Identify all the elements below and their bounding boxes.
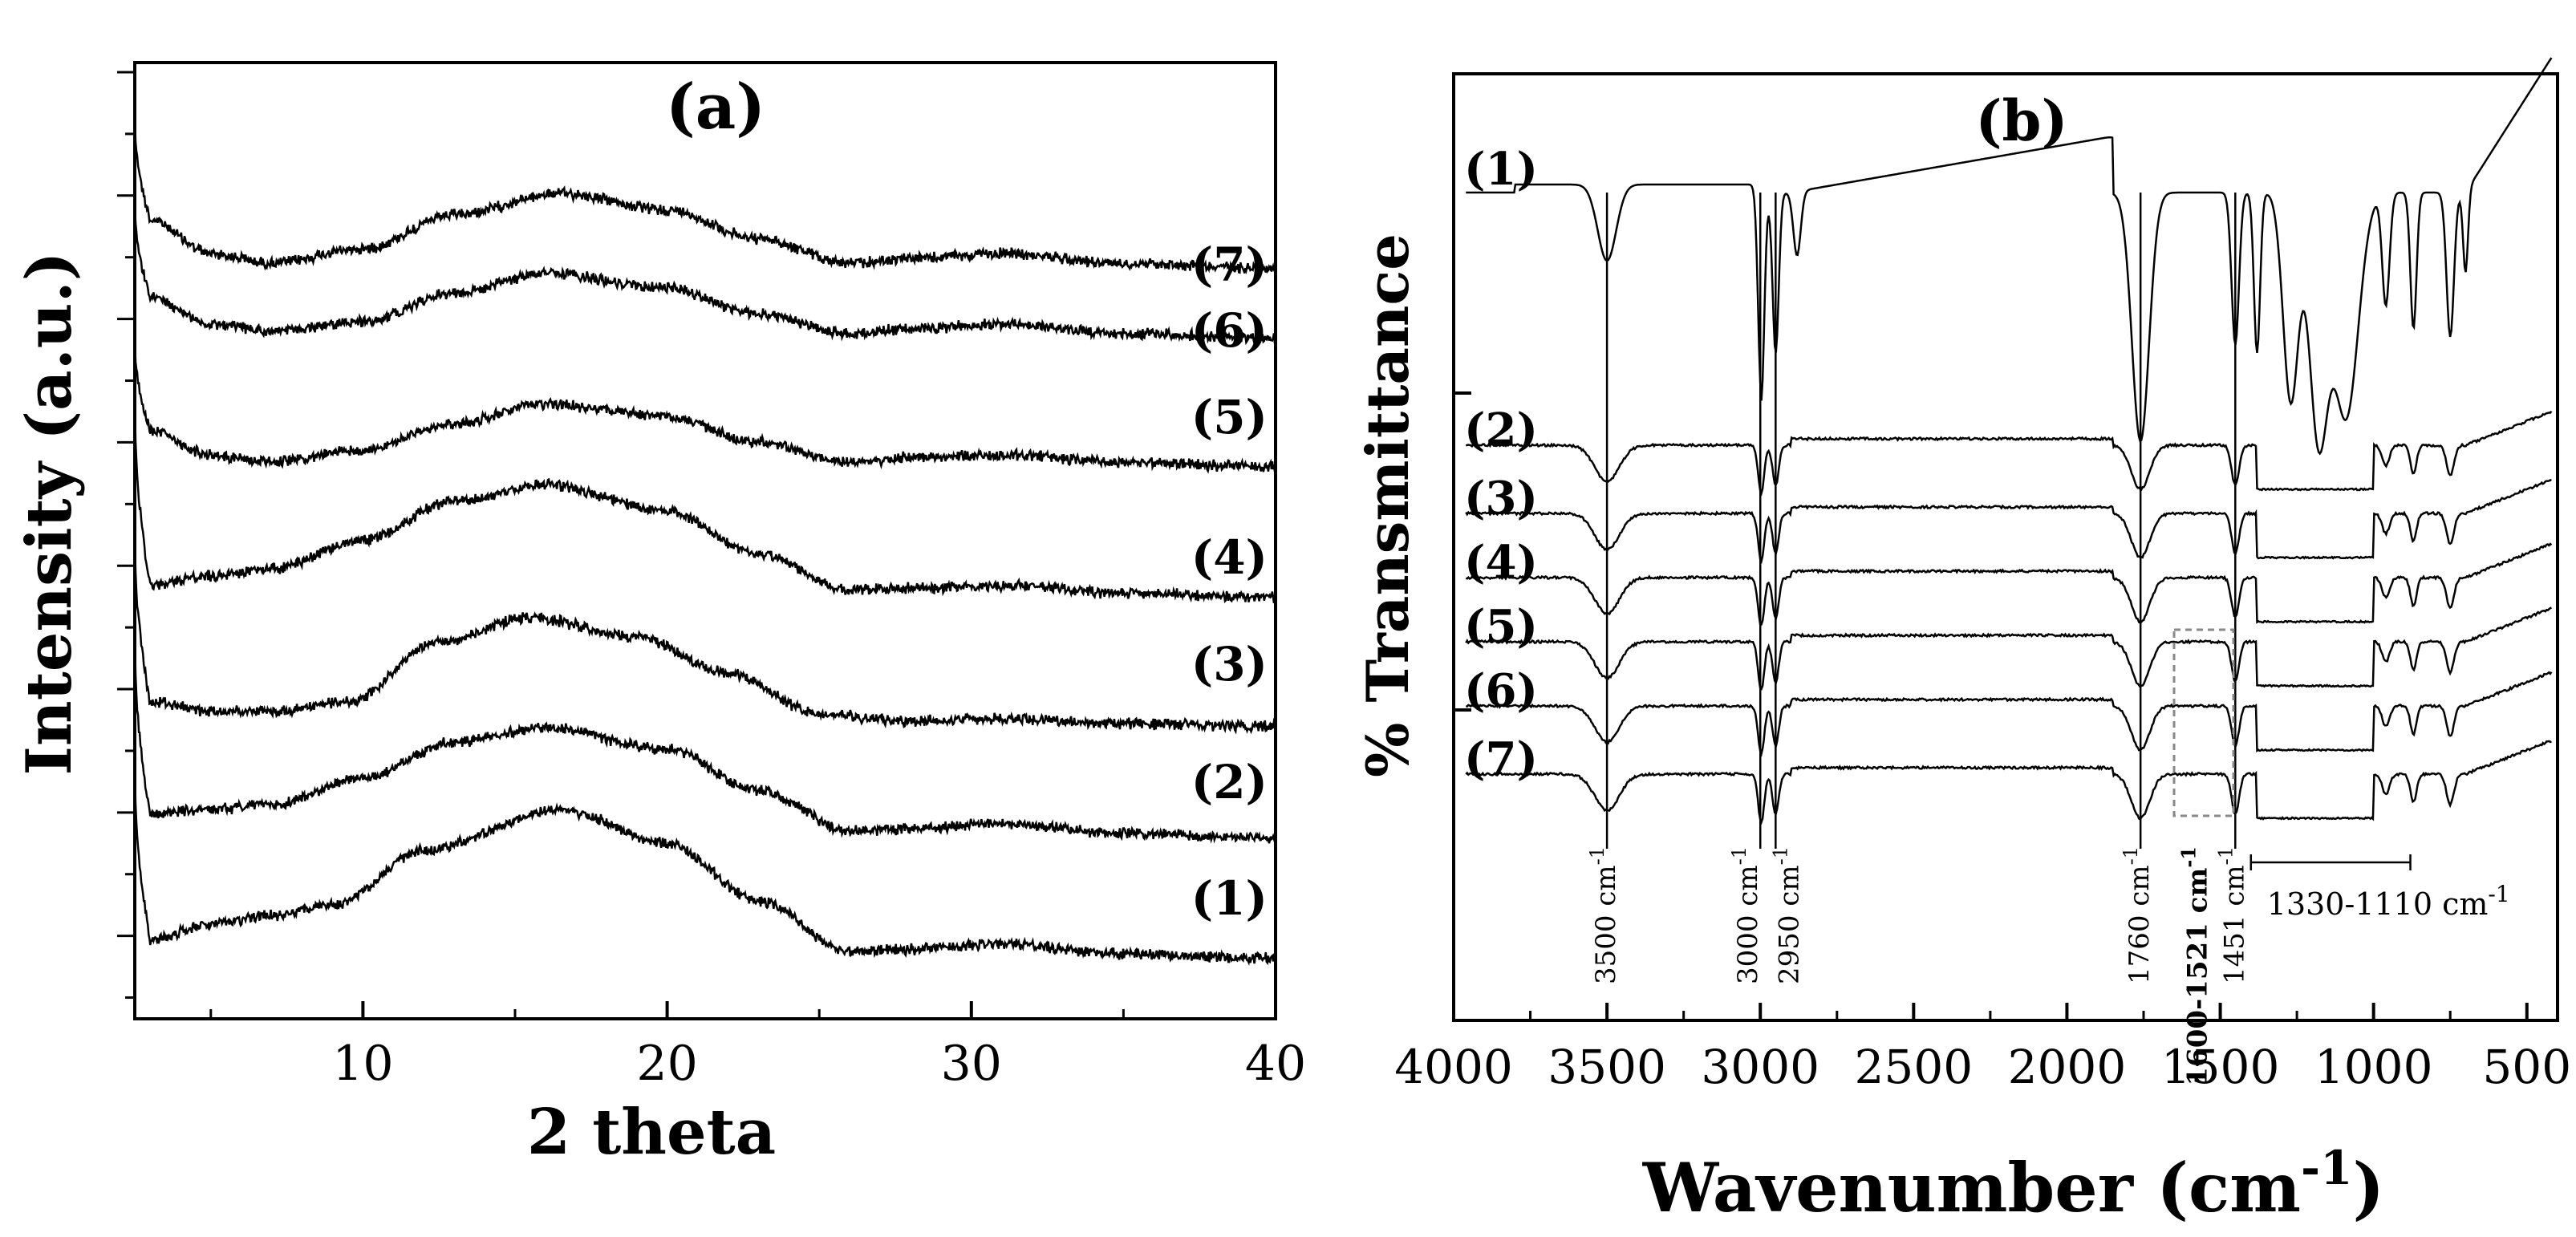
panel-a-x-tick-label: 30 — [941, 1036, 1002, 1092]
panel-b-series-labels: (1) (2) (3) (4) (5) (6) (7) — [1464, 143, 1538, 785]
panel-a-series-label: (3) — [1191, 637, 1268, 692]
panel-b-series-label: (4) — [1464, 536, 1538, 589]
panel-b-series-line-5 — [1465, 606, 2552, 691]
band-label-text: 2950 cm — [1773, 865, 1805, 984]
panel-a-series-label: (2) — [1191, 755, 1268, 809]
panel-a-x-tick-label: 20 — [636, 1036, 697, 1092]
panel-a-series-line-7 — [133, 114, 1277, 275]
panel-b-x-tick-label: 4000 — [1394, 1040, 1513, 1094]
panel-b-band-label: 3000 cm-1 — [1728, 846, 1764, 984]
panel-b-series-line-2 — [1465, 410, 2553, 497]
panel-a: (7) (6) (5) (4) (3) (2) (1) 10 20 30 40 (a) 2 the… — [13, 61, 1306, 1169]
panel-b-band-label: 1451 cm-1 — [2214, 846, 2250, 984]
panel-a-x-tick-label: 10 — [332, 1036, 393, 1092]
panel-b-x-axis-title-main: Wavenumber (cm — [1642, 1148, 2301, 1227]
panel-b-x-tick-label: 500 — [2482, 1040, 2571, 1094]
panel-a-x-tick-labels: 10 20 30 40 — [332, 1036, 1306, 1092]
panel-b-x-tick-label: 2500 — [1855, 1040, 1974, 1094]
panel-b-y-axis-title: % Transmittance — [1353, 233, 1422, 777]
panel-b-series-line-7 — [1465, 740, 2552, 825]
panel-a-label: (a) — [666, 71, 765, 144]
panel-b-series-line-6 — [1466, 671, 2553, 757]
panel-a-series-line-5 — [133, 335, 1277, 474]
panel-b-series-label: (6) — [1464, 664, 1538, 717]
panel-a-series-label: (1) — [1191, 871, 1268, 926]
panel-a-series-line-4 — [133, 399, 1277, 603]
panel-a-ticks — [117, 71, 1277, 1019]
panel-b-series-line-4 — [1465, 542, 2553, 626]
panel-b-x-axis-title: Wavenumber (cm-1) — [1642, 1141, 2384, 1227]
panel-b-band-label: 1760 cm-1 — [2120, 846, 2156, 984]
panel-a-y-axis-title: Intensity (a.u.) — [13, 252, 86, 776]
panel-a-series-label: (7) — [1191, 237, 1268, 292]
panel-b-frame — [1452, 72, 2559, 1022]
panel-b-band-label: 3500 cm-1 — [1586, 846, 1622, 984]
panel-b-x-tick-label: 3500 — [1548, 1040, 1666, 1094]
panel-b-series-label: (3) — [1464, 472, 1538, 525]
panel-a-series — [133, 114, 1277, 966]
band-label-text: 1760 cm — [2124, 865, 2156, 984]
panel-a-series-line-6 — [133, 203, 1277, 346]
panel-a-series-line-1 — [133, 768, 1276, 966]
panel-a-series-line-3 — [133, 536, 1276, 735]
panel-a-series-labels: (7) (6) (5) (4) (3) (2) (1) — [1191, 237, 1268, 926]
panel-b-band-label: 1600-1521 cm-1 — [2177, 846, 2214, 1086]
band-label-sup: -1 — [1728, 846, 1750, 865]
band-label-sup: -1 — [1586, 846, 1608, 865]
band-label-sup: -1 — [2177, 846, 2201, 868]
band-label-sup: -1 — [2214, 846, 2237, 865]
band-highlight-box — [2172, 628, 2235, 817]
panel-b-x-tick-label: 1500 — [2161, 1040, 2280, 1094]
panel-a-x-axis-title: 2 theta — [527, 1096, 776, 1169]
panel-b-label: (b) — [1975, 87, 2067, 154]
panel-b-x-tick-label: 3000 — [1701, 1040, 1819, 1094]
panel-b-series-line-1 — [1466, 57, 2553, 456]
band-label-sup: -1 — [1769, 846, 1791, 865]
panel-b-series-label: (1) — [1464, 143, 1538, 196]
panel-b-series-label: (7) — [1464, 732, 1538, 785]
panel-b-series — [1465, 57, 2553, 825]
band-label-text: 3000 cm — [1732, 865, 1764, 984]
panel-b-x-tick-label: 2000 — [2008, 1040, 2127, 1094]
panel-b-band-label: 2950 cm-1 — [1769, 846, 1805, 984]
band-range-label: 1330-1110 cm-1 — [2267, 881, 2510, 922]
panel-b-series-line-3 — [1465, 479, 2552, 565]
panel-b-series-label: (5) — [1464, 600, 1538, 653]
band-label-sup: -1 — [2120, 846, 2142, 865]
panel-b-x-tick-label: 1000 — [2314, 1040, 2433, 1094]
panel-a-frame — [133, 61, 1277, 1020]
panel-a-series-label: (6) — [1191, 303, 1268, 358]
panel-b-x-tick-labels: 4000 3500 3000 2500 2000 1500 1000 500 — [1394, 1040, 2571, 1094]
panel-b-x-axis-title-sup: -1 — [2301, 1141, 2352, 1195]
band-range-text: 1330-1110 cm — [2267, 886, 2489, 922]
band-range-sup: -1 — [2488, 881, 2509, 907]
panel-a-series-line-2 — [133, 635, 1277, 846]
panel-a-series-label: (4) — [1191, 530, 1268, 585]
panel-b-ticks — [1452, 391, 2529, 1020]
band-label-text: 1600-1521 cm — [2182, 868, 2214, 1086]
band-label-text: 3500 cm — [1590, 865, 1622, 984]
panel-a-x-tick-label: 40 — [1245, 1036, 1306, 1092]
panel-a-series-label: (5) — [1191, 390, 1268, 444]
band-label-text: 1451 cm — [2218, 865, 2250, 984]
panel-b-series-label: (2) — [1464, 404, 1538, 456]
panel-b-band-lines — [1605, 193, 2237, 849]
panel-b-x-axis-title-close: ) — [2352, 1148, 2384, 1227]
